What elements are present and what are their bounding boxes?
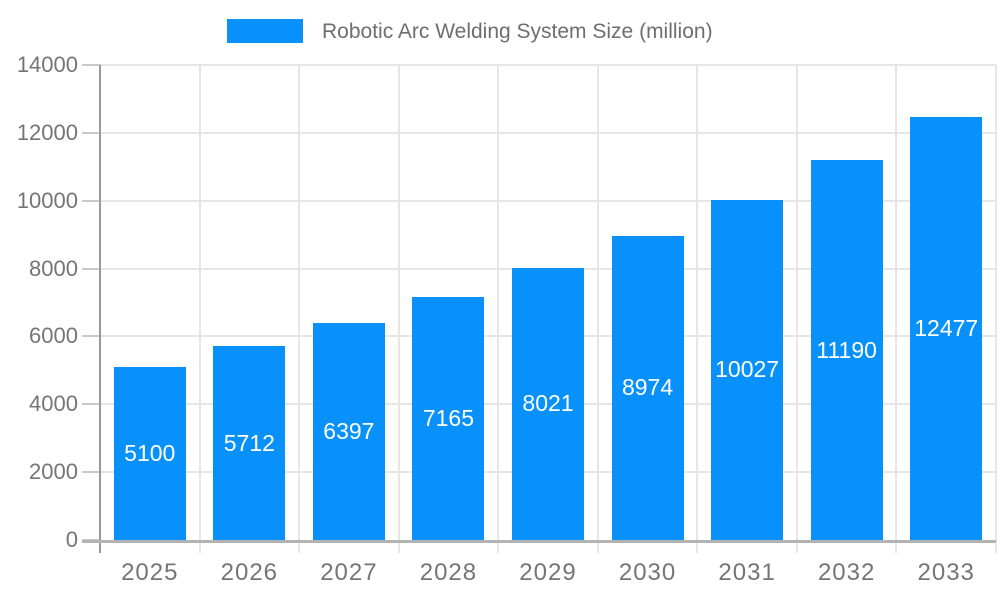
y-axis-line (99, 65, 101, 553)
y-axis-tick (82, 335, 100, 338)
y-axis-tick (82, 267, 100, 270)
x-axis-tick-label: 2025 (121, 559, 179, 586)
x-axis-tick-label: 2032 (817, 559, 876, 586)
bar-value-label: 8974 (621, 374, 674, 401)
y-gridline (100, 199, 996, 202)
y-axis-tick (82, 64, 100, 66)
bar-value-label: 7165 (422, 404, 475, 431)
y-axis-tick (82, 199, 100, 202)
y-gridline (100, 64, 996, 66)
y-axis-tick-label: 8000 (29, 255, 78, 281)
y-axis-tick-label: 2000 (29, 459, 78, 485)
category-gridline (497, 65, 500, 553)
y-gridline (100, 131, 996, 134)
bar-value-label: 5100 (124, 439, 176, 466)
category-gridline (995, 65, 997, 553)
category-gridline (198, 65, 201, 553)
x-axis-tick-label: 2031 (718, 559, 776, 586)
x-axis-tick-label: 2027 (320, 559, 378, 586)
y-axis-tick (82, 471, 100, 474)
legend-series-label: Robotic Arc Welding System Size (million… (322, 20, 713, 43)
y-axis-tick-label: 4000 (29, 391, 78, 417)
y-axis-tick-label: 14000 (16, 52, 78, 77)
bar-value-label: 10027 (715, 356, 780, 383)
bar: 11190 (810, 160, 883, 540)
x-axis-tick-label: 2028 (419, 559, 478, 586)
bar-value-label: 8021 (522, 390, 574, 417)
bar: 8974 (611, 235, 684, 540)
y-axis-tick-label: 0 (65, 527, 78, 552)
bar-value-label: 6397 (323, 417, 375, 444)
bar: 6397 (312, 322, 385, 540)
x-axis-tick-label: 2026 (220, 559, 279, 586)
bar: 7165 (412, 296, 485, 540)
y-axis-tick (82, 403, 100, 406)
y-axis-tick-label: 10000 (16, 187, 78, 213)
y-axis-tick-label: 12000 (16, 119, 78, 145)
bar-value-label: 12477 (914, 314, 979, 341)
category-gridline (696, 65, 699, 553)
bar: 8021 (512, 267, 584, 540)
category-gridline (397, 65, 400, 553)
x-axis-tick-label: 2029 (519, 559, 577, 586)
x-axis-tick-label: 2033 (917, 559, 975, 586)
y-axis-tick-label: 6000 (29, 323, 78, 349)
category-gridline (298, 65, 301, 553)
category-gridline (895, 65, 898, 553)
category-gridline (795, 65, 798, 553)
bar-value-label: 11190 (816, 336, 877, 363)
legend-color-swatch (227, 19, 303, 43)
category-gridline (596, 65, 599, 553)
bar: 12477 (910, 116, 983, 540)
x-axis-line (82, 540, 996, 543)
bar: 5712 (213, 346, 286, 540)
bar-value-label: 5712 (223, 429, 275, 456)
x-axis-tick-label: 2030 (618, 559, 677, 586)
bar: 10027 (711, 199, 784, 540)
y-axis-tick (82, 131, 100, 134)
bar: 5100 (113, 366, 186, 540)
